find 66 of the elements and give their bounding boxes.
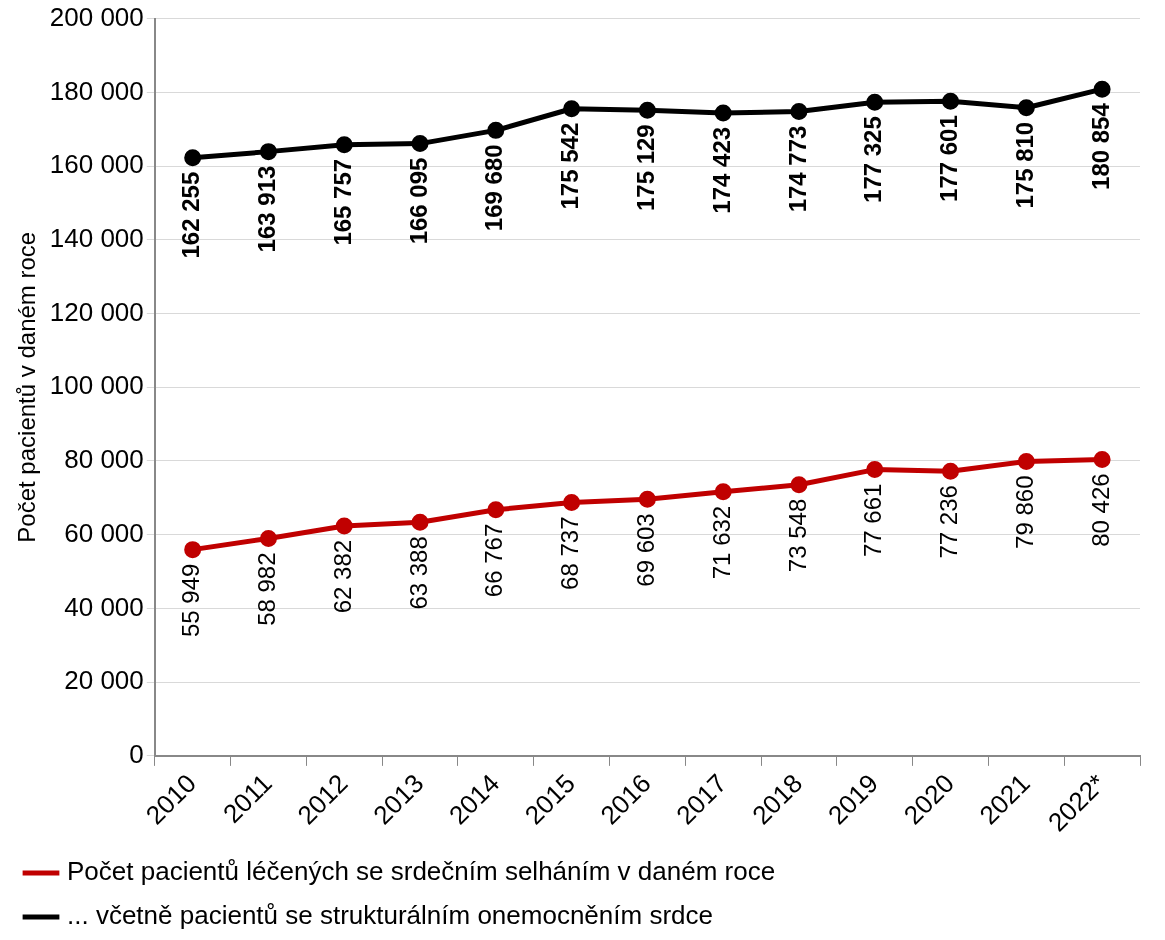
data-label: 63 388: [404, 536, 432, 610]
y-tick-label: 160 000: [49, 149, 144, 180]
point: [790, 103, 808, 121]
point: [563, 493, 581, 511]
data-label: 80 426: [1086, 473, 1114, 547]
point: [184, 149, 202, 167]
y-tick-label: 0: [129, 739, 144, 770]
point: [942, 462, 960, 480]
data-label: 77 236: [935, 485, 963, 559]
data-label: 180 854: [1086, 102, 1114, 190]
point: [411, 513, 429, 531]
data-label: 55 949: [177, 563, 205, 638]
y-tick-label: 140 000: [49, 222, 144, 253]
point: [184, 541, 202, 559]
data-label: 69 603: [632, 513, 660, 587]
y-tick-label: 120 000: [49, 296, 144, 327]
data-label: 163 913: [253, 165, 281, 253]
y-tick-label: 20 000: [64, 665, 144, 696]
data-label: 169 680: [480, 144, 508, 232]
y-tick-label: 100 000: [49, 370, 144, 401]
point: [563, 100, 581, 118]
point: [714, 104, 732, 122]
point: [1093, 450, 1111, 468]
point: [1017, 99, 1035, 117]
point: [638, 490, 656, 508]
point: [1093, 80, 1111, 98]
data-label: 166 095: [404, 157, 432, 245]
point: [638, 101, 656, 119]
legend-label: ... včetně pacientů se strukturálním onemocněním srdce: [67, 900, 713, 931]
data-label: 79 860: [1010, 475, 1038, 549]
data-label: 175 810: [1010, 121, 1038, 209]
point: [259, 529, 277, 547]
legend-label: Počet pacientů léčených se srdečním selháním v daném roce: [67, 856, 776, 887]
point: [942, 92, 960, 110]
point: [411, 135, 429, 153]
data-label: 66 767: [480, 523, 508, 598]
point: [1017, 452, 1035, 470]
data-label: 175 542: [556, 122, 584, 210]
data-label: 58 982: [253, 552, 281, 626]
data-label: 165 757: [328, 158, 356, 246]
y-tick-label: 180 000: [49, 75, 144, 106]
point: [790, 476, 808, 494]
data-label: 71 632: [707, 505, 735, 580]
point: [335, 136, 353, 154]
data-label: 73 548: [783, 498, 811, 573]
data-label: 174 773: [783, 125, 811, 213]
y-tick-label: 40 000: [64, 591, 144, 622]
data-label: 162 255: [177, 171, 205, 259]
y-tick-label: 80 000: [64, 444, 144, 475]
point: [259, 143, 277, 161]
point: [487, 121, 505, 139]
point: [866, 93, 884, 111]
y-tick-label: 200 000: [49, 1, 144, 32]
data-label: 174 423: [707, 126, 735, 214]
data-label: 68 737: [556, 516, 584, 590]
point: [866, 461, 884, 479]
point: [335, 517, 353, 535]
data-label: 77 661: [859, 483, 887, 557]
point: [487, 501, 505, 519]
data-label: 175 129: [632, 124, 660, 212]
data-label: 62 382: [328, 539, 356, 614]
point: [714, 483, 732, 501]
y-axis-title: Počet pacientů v daném roce: [13, 231, 41, 543]
data-label: 177 325: [859, 116, 887, 203]
data-label: 177 601: [935, 115, 963, 202]
y-tick-label: 60 000: [64, 517, 144, 548]
